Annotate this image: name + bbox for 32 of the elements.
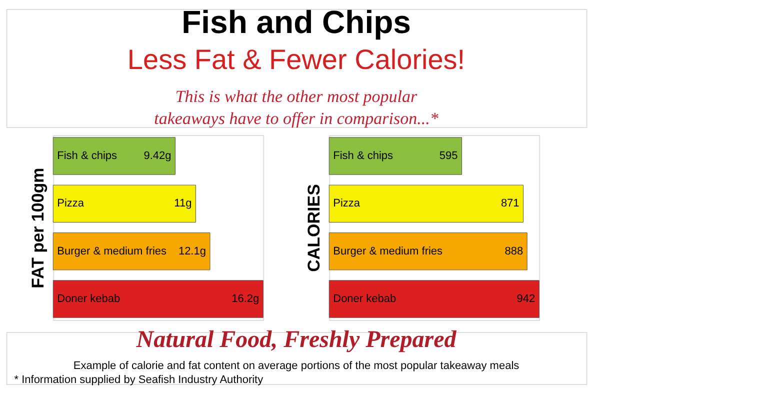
text: Example of calorie and fat content on average portions of the most popular takeaway meals — [73, 360, 520, 372]
y-axis-title: FAT per 100gm — [28, 168, 48, 288]
bar — [52, 184, 196, 223]
bar — [328, 232, 528, 270]
category-label: Doner kebab — [57, 293, 120, 306]
text: Natural Food, Freshly Prepared — [135, 327, 458, 353]
bar — [328, 184, 524, 223]
category-label: Fish & chips — [57, 150, 118, 162]
bar — [52, 280, 264, 318]
chart-title: Fish and Chips — [182, 4, 411, 40]
data-label: 595 — [439, 150, 458, 162]
data-label: 11g — [174, 198, 192, 210]
category-label: Burger & medium fries — [57, 245, 167, 258]
bar — [328, 280, 540, 318]
category-label: Burger & medium fries — [333, 245, 443, 258]
data-label: 888 — [504, 245, 524, 258]
y-axis-title: CALORIES — [304, 184, 324, 272]
data-label: 9.42g — [144, 150, 172, 162]
bar — [52, 232, 210, 270]
category-label: Pizza — [333, 198, 360, 210]
data-label: 871 — [500, 198, 520, 210]
category-label: Doner kebab — [333, 293, 396, 306]
bar — [52, 137, 176, 175]
bar — [328, 137, 462, 175]
text: This is what the other most popular takeaways have to offer in comparison...* — [154, 87, 439, 128]
data-label: 12.1g — [178, 245, 206, 258]
chart-subtitle: Less Fat & Fewer Calories! — [127, 44, 466, 75]
text: * Information supplied by Seafish Industry Authority — [14, 374, 264, 386]
data-label: 942 — [516, 293, 536, 306]
data-label: 16.2g — [232, 293, 260, 306]
category-label: Fish & chips — [333, 150, 394, 162]
category-label: Pizza — [57, 198, 84, 210]
